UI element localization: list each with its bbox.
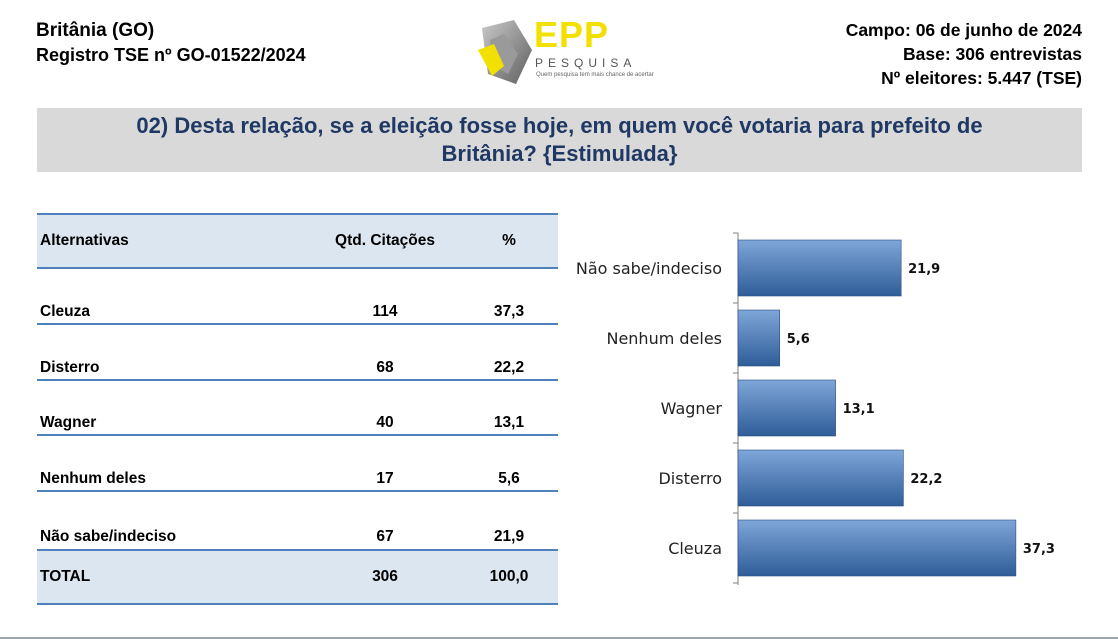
data-label: 22,2 bbox=[910, 472, 942, 487]
header-right: Campo: 06 de junho de 2024 Base: 306 ent… bbox=[846, 18, 1082, 90]
question-banner: 02) Desta relação, se a eleição fosse ho… bbox=[37, 108, 1082, 172]
category-label: Não sabe/indeciso bbox=[576, 259, 722, 278]
category-label: Wagner bbox=[661, 399, 723, 418]
total-label: TOTAL bbox=[40, 568, 91, 585]
table-header: Alternativas Qtd. Citações % bbox=[37, 213, 558, 269]
col-header-count: Qtd. Citações bbox=[335, 232, 435, 249]
row-count: 68 bbox=[376, 359, 394, 376]
bar bbox=[737, 449, 904, 507]
voter-count: Nº eleitores: 5.447 (TSE) bbox=[881, 68, 1082, 88]
table-row: Nenhum deles 17 5,6 bbox=[37, 470, 558, 492]
table-row: Não sabe/indeciso 67 21,9 bbox=[37, 526, 558, 548]
row-count: 40 bbox=[376, 414, 394, 431]
row-count: 17 bbox=[376, 470, 394, 487]
data-label: 5,6 bbox=[787, 332, 810, 347]
table-total-row: TOTAL 306 100,0 bbox=[37, 549, 558, 605]
bar bbox=[737, 239, 902, 297]
bar bbox=[737, 519, 1017, 577]
location-title: Britânia (GO) bbox=[36, 20, 155, 41]
row-percent: 22,2 bbox=[493, 359, 525, 376]
sample-base: Base: 306 entrevistas bbox=[903, 44, 1082, 64]
data-label: 21,9 bbox=[908, 262, 940, 277]
row-percent: 37,3 bbox=[493, 303, 525, 320]
col-header-alternatives: Alternativas bbox=[40, 232, 129, 249]
col-header-percent: % bbox=[502, 232, 516, 249]
row-name: Nenhum deles bbox=[40, 470, 146, 487]
category-label: Disterro bbox=[658, 469, 722, 488]
bar bbox=[737, 309, 781, 367]
row-name: Não sabe/indeciso bbox=[40, 528, 177, 545]
field-date: Campo: 06 de junho de 2024 bbox=[845, 20, 1082, 40]
row-name: Wagner bbox=[40, 414, 97, 431]
category-label: Cleuza bbox=[668, 539, 722, 558]
row-percent: 13,1 bbox=[493, 414, 525, 431]
header-left: Britânia (GO) Registro TSE nº GO-01522/2… bbox=[36, 18, 306, 68]
category-label: Nenhum deles bbox=[606, 329, 722, 348]
row-name: Disterro bbox=[40, 359, 100, 376]
results-table: Alternativas Qtd. Citações % Cleuza 114 … bbox=[37, 213, 558, 605]
row-count: 67 bbox=[376, 528, 394, 545]
epp-logo: EPP PESQUISA Quem pesquisa tem mais chan… bbox=[474, 14, 654, 90]
bar-chart: Não sabe/indeciso 21,9 Nenhum deles 5,6 Wagn… bbox=[576, 232, 1055, 585]
footer-divider bbox=[0, 637, 1118, 639]
logo-tagline: Quem pesquisa tem mais chance de acertar bbox=[536, 72, 654, 78]
logo-subtitle: PESQUISA bbox=[535, 56, 637, 70]
total-percent: 100,0 bbox=[489, 568, 529, 585]
registry-number: Registro TSE nº GO-01522/2024 bbox=[36, 45, 306, 65]
bar bbox=[737, 379, 836, 437]
table-row: Cleuza 114 37,3 bbox=[37, 303, 558, 325]
data-label: 13,1 bbox=[843, 402, 875, 417]
data-label: 37,3 bbox=[1023, 542, 1055, 557]
logo-mark-icon bbox=[478, 20, 532, 84]
table-row: Disterro 68 22,2 bbox=[37, 359, 558, 381]
logo-name: EPP bbox=[534, 14, 610, 55]
row-percent: 21,9 bbox=[493, 528, 525, 545]
row-name: Cleuza bbox=[40, 303, 90, 320]
row-count: 114 bbox=[372, 303, 398, 320]
table-row: Wagner 40 13,1 bbox=[37, 414, 558, 436]
row-percent: 5,6 bbox=[498, 470, 520, 487]
total-count: 306 bbox=[372, 568, 398, 585]
